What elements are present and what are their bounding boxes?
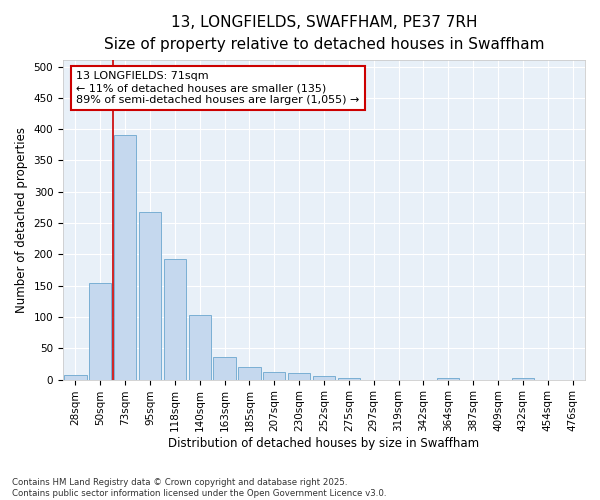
- Title: 13, LONGFIELDS, SWAFFHAM, PE37 7RH
Size of property relative to detached houses : 13, LONGFIELDS, SWAFFHAM, PE37 7RH Size …: [104, 15, 544, 52]
- Bar: [214, 357, 236, 380]
- Bar: [338, 378, 360, 380]
- Text: Contains HM Land Registry data © Crown copyright and database right 2025.
Contai: Contains HM Land Registry data © Crown c…: [12, 478, 386, 498]
- Bar: [139, 212, 161, 380]
- Bar: [288, 374, 310, 380]
- Bar: [263, 372, 286, 380]
- Y-axis label: Number of detached properties: Number of detached properties: [15, 127, 28, 313]
- Bar: [512, 378, 534, 380]
- Bar: [64, 375, 86, 380]
- Bar: [114, 136, 136, 380]
- Bar: [313, 376, 335, 380]
- Bar: [89, 282, 112, 380]
- Text: 13 LONGFIELDS: 71sqm
← 11% of detached houses are smaller (135)
89% of semi-deta: 13 LONGFIELDS: 71sqm ← 11% of detached h…: [76, 72, 359, 104]
- Bar: [238, 367, 260, 380]
- X-axis label: Distribution of detached houses by size in Swaffham: Distribution of detached houses by size …: [169, 437, 479, 450]
- Bar: [188, 315, 211, 380]
- Bar: [437, 378, 460, 380]
- Bar: [164, 259, 186, 380]
